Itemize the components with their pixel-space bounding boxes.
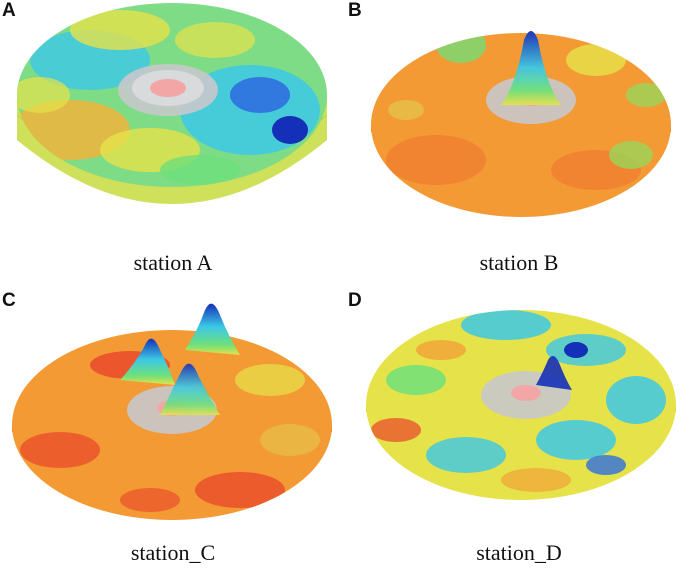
panel-c: C station_C <box>0 290 346 580</box>
terrain-render <box>16 3 328 204</box>
panel-caption: station A <box>133 250 213 275</box>
signal-peak <box>120 338 175 385</box>
panel-d: D station_D <box>346 290 692 580</box>
panel-a: A station A <box>0 0 346 290</box>
panel-b: B station B <box>346 0 692 290</box>
signal-peak <box>536 356 572 390</box>
color-blobs <box>20 351 320 512</box>
color-blobs <box>17 10 320 185</box>
panel-caption: station B <box>479 250 559 275</box>
platform-center <box>150 79 186 97</box>
platform-center <box>511 385 541 401</box>
panel-caption: station_C <box>130 540 216 565</box>
terrain-render <box>366 310 676 500</box>
signal-peak <box>160 363 220 415</box>
panel-label: A <box>2 0 16 21</box>
color-blobs <box>371 310 666 492</box>
terrain-render <box>12 303 332 520</box>
panel-label: D <box>348 290 362 311</box>
panel-label: B <box>348 0 362 21</box>
terrain-render <box>371 31 671 217</box>
panel-label: C <box>2 290 16 311</box>
panel-caption: station_D <box>476 540 562 565</box>
signal-peak <box>185 303 240 355</box>
signal-peak <box>501 31 561 105</box>
